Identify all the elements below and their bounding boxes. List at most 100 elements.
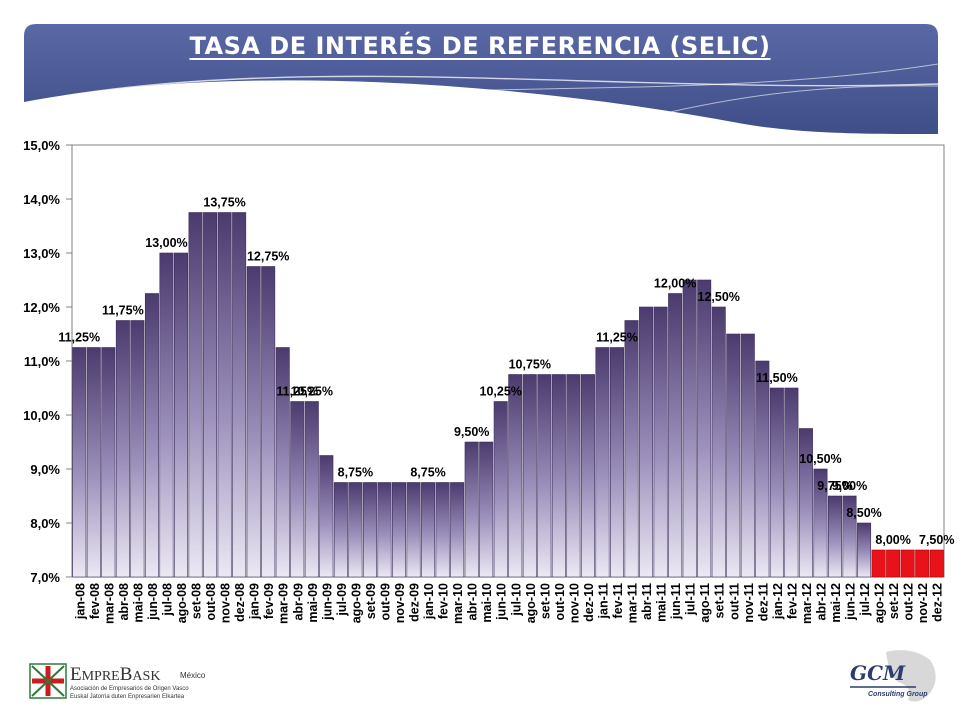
bar-jul-12 xyxy=(857,522,872,578)
bar-fev-11 xyxy=(610,347,624,578)
bar-set-12 xyxy=(886,549,901,578)
x-tick-label: abr-08 xyxy=(117,583,131,621)
bar-fev-12 xyxy=(784,387,799,578)
y-tick-label: 13,0% xyxy=(23,246,60,261)
x-tick-label: dez-08 xyxy=(233,583,247,622)
svg-text:GCM: GCM xyxy=(850,661,906,685)
bar-ago-09 xyxy=(348,482,363,578)
x-tick-label: set-11 xyxy=(713,583,727,618)
bar-out-10 xyxy=(551,374,566,578)
x-tick-label: out-11 xyxy=(727,583,741,620)
svg-text:Asociación de Empresarios de O: Asociación de Empresarios de Origen Vasc… xyxy=(70,686,189,692)
x-tick-label: fev-10 xyxy=(437,583,451,619)
x-tick-label: jun-12 xyxy=(844,583,858,621)
x-tick-label: jul-08 xyxy=(160,583,174,617)
bar-abr-11 xyxy=(639,306,654,578)
page-title: TASA DE INTERÉS DE REFERENCIA (SELIC) xyxy=(189,32,771,60)
y-tick-label: 14,0% xyxy=(23,192,60,207)
data-label: 12,00% xyxy=(654,277,696,291)
x-tick-label: mai-08 xyxy=(131,583,145,623)
y-tick-label: 7,0% xyxy=(30,570,60,585)
bar-mai-09 xyxy=(304,401,319,578)
bar-set-10 xyxy=(537,374,552,578)
x-tick-label: set-09 xyxy=(364,583,378,619)
bar-dez-11 xyxy=(755,360,770,578)
bar-out-09 xyxy=(377,482,392,578)
bar-dez-09 xyxy=(406,482,421,578)
x-tick-label: mai-12 xyxy=(829,583,843,623)
x-tick-label: ago-10 xyxy=(524,583,538,623)
bar-mai-12 xyxy=(828,495,842,578)
x-tick-label: jun-09 xyxy=(320,583,334,621)
bar-jul-09 xyxy=(333,482,348,578)
x-tick-label: jul-11 xyxy=(684,583,698,616)
y-tick-label: 9,0% xyxy=(30,462,60,477)
emprebask-emblem-icon xyxy=(29,663,67,699)
data-label: 13,75% xyxy=(203,196,245,210)
data-label: 9,00% xyxy=(832,479,867,493)
bar-ago-12 xyxy=(871,549,886,578)
x-tick-label: jul-12 xyxy=(858,583,872,617)
x-tick-label: fev-08 xyxy=(88,583,102,619)
bar-fev-08 xyxy=(86,347,101,578)
data-label: 9,75% xyxy=(817,479,852,493)
bar-jun-10 xyxy=(493,401,508,578)
x-tick-label: jan-09 xyxy=(248,583,262,620)
x-tick-label: abr-11 xyxy=(640,583,654,620)
data-label: 10,75% xyxy=(509,358,551,372)
bar-jan-08 xyxy=(72,347,87,578)
x-tick-label: nov-12 xyxy=(916,583,930,623)
data-label: 9,50% xyxy=(454,425,489,439)
data-label: 11,25% xyxy=(596,331,638,345)
x-tick-label: mai-11 xyxy=(655,583,669,622)
bar-jul-10 xyxy=(508,374,523,578)
x-tick-label: out-08 xyxy=(204,583,218,621)
x-tick-label: nov-08 xyxy=(219,583,233,623)
bar-jun-08 xyxy=(144,293,159,578)
bar-ago-11 xyxy=(697,279,712,578)
data-label: 10,25% xyxy=(291,385,333,399)
data-label: 8,50% xyxy=(846,506,881,520)
x-tick-label: jan-11 xyxy=(596,583,610,619)
x-tick-label: mar-10 xyxy=(451,583,465,624)
bar-jun-12 xyxy=(842,495,857,578)
data-label: 8,75% xyxy=(410,466,445,480)
bar-jan-12 xyxy=(769,387,784,578)
bar-out-08 xyxy=(203,212,218,578)
x-tick-label: ago-08 xyxy=(175,583,189,623)
bar-abr-10 xyxy=(464,441,479,578)
bar-jul-08 xyxy=(159,252,174,578)
x-tick-label: mar-08 xyxy=(102,583,116,624)
bar-out-12 xyxy=(900,549,915,578)
bar-set-08 xyxy=(188,212,203,578)
svg-text:EMPREBASK: EMPREBASK xyxy=(70,664,160,685)
x-tick-label: jun-08 xyxy=(146,583,160,621)
x-tick-label: set-08 xyxy=(190,583,204,619)
x-tick-label: abr-09 xyxy=(291,583,305,621)
bar-ago-08 xyxy=(174,252,188,578)
data-label: 11,75% xyxy=(102,304,144,318)
x-tick-label: out-10 xyxy=(553,583,567,621)
bar-nov-11 xyxy=(740,333,755,578)
x-tick-label: mai-10 xyxy=(480,583,494,623)
x-tick-label: abr-10 xyxy=(466,583,480,621)
data-label: 8,75% xyxy=(338,466,373,480)
data-label: 7,50% xyxy=(919,533,954,547)
x-tick-label: mai-09 xyxy=(306,583,320,623)
bar-mai-08 xyxy=(130,320,145,578)
x-tick-label: ago-11 xyxy=(698,583,712,623)
bar-mar-11 xyxy=(624,320,639,578)
bar-mar-12 xyxy=(798,428,813,578)
svg-text:Consulting Group: Consulting Group xyxy=(868,691,928,698)
x-tick-label: out-12 xyxy=(902,583,916,621)
x-tick-label: abr-12 xyxy=(814,583,828,621)
y-tick-label: 12,0% xyxy=(23,300,60,315)
bar-nov-08 xyxy=(217,212,232,578)
x-tick-label: jan-10 xyxy=(422,583,436,620)
y-tick-label: 11,0% xyxy=(24,354,61,369)
world-map-icon xyxy=(886,650,936,702)
bar-jan-10 xyxy=(421,482,436,578)
data-label: 11,25% xyxy=(58,331,100,345)
x-tick-label: nov-11 xyxy=(742,583,756,623)
x-tick-label: nov-09 xyxy=(393,583,407,623)
